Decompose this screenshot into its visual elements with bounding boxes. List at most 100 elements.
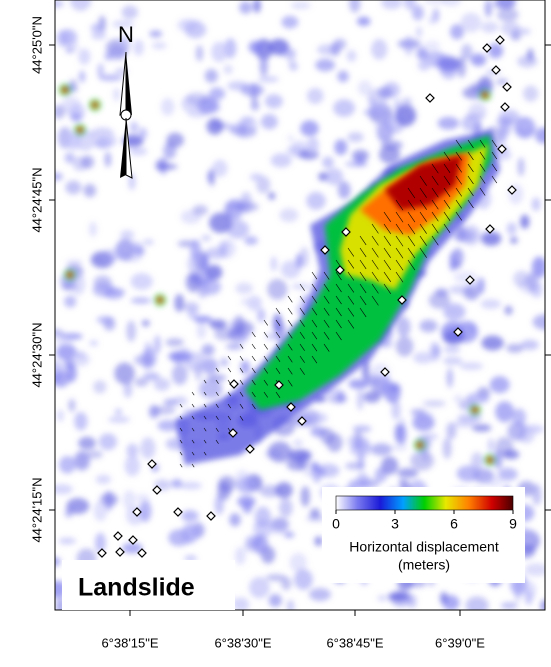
- noise-blob: [507, 222, 517, 235]
- noise-blob: [209, 87, 225, 100]
- noise-blob: [485, 0, 492, 17]
- noise-blob: [279, 498, 293, 517]
- noise-blob: [139, 500, 151, 522]
- noise-blob: [207, 374, 226, 381]
- noise-blob: [423, 41, 440, 51]
- noise-blob: [279, 208, 298, 222]
- noise-blob: [66, 363, 77, 382]
- noise-blob: [471, 452, 483, 471]
- noise-blob: [129, 147, 147, 155]
- colorbar-tick-label: 9: [509, 516, 517, 532]
- noise-blob: [201, 235, 211, 241]
- noise-blob: [152, 42, 167, 49]
- noise-blob: [269, 594, 282, 607]
- noise-blob: [460, 13, 481, 33]
- noise-blob: [310, 508, 320, 518]
- noise-blob: [396, 336, 414, 356]
- noise-blob: [501, 119, 512, 135]
- noise-blob: [357, 17, 371, 26]
- noise-blob: [268, 192, 275, 200]
- noise-blob: [64, 295, 76, 307]
- noise-blob: [462, 225, 481, 245]
- noise-blob: [260, 55, 268, 76]
- noise-blob: [241, 298, 249, 305]
- noise-blob: [120, 230, 134, 240]
- noise-blob: [379, 146, 400, 164]
- noise-blob: [481, 232, 501, 246]
- noise-blob: [57, 409, 63, 422]
- noise-blob: [103, 318, 115, 331]
- noise-blob: [181, 511, 199, 520]
- noise-blob: [89, 222, 97, 237]
- noise-blob: [166, 133, 183, 148]
- colorbar-tick-label: 3: [391, 516, 399, 532]
- noise-blob: [284, 531, 294, 538]
- noise-blob: [153, 406, 175, 415]
- noise-blob: [391, 444, 408, 452]
- noise-blob: [66, 260, 83, 266]
- noise-blob: [410, 409, 426, 415]
- noise-blob: [91, 24, 103, 33]
- noise-hotspot: [487, 457, 493, 463]
- noise-blob: [518, 122, 534, 128]
- noise-blob: [418, 59, 430, 71]
- noise-blob: [412, 5, 424, 20]
- noise-blob: [495, 401, 514, 422]
- noise-blob: [307, 137, 319, 154]
- noise-blob: [471, 54, 487, 67]
- noise-blob: [179, 482, 202, 490]
- noise-blob: [513, 270, 530, 287]
- noise-blob: [397, 317, 411, 337]
- noise-blob: [501, 21, 520, 35]
- noise-blob: [49, 172, 63, 180]
- noise-blob: [338, 181, 351, 199]
- noise-blob: [251, 101, 260, 111]
- noise-blob: [181, 524, 198, 543]
- noise-blob: [87, 450, 103, 458]
- noise-blob: [206, 265, 222, 280]
- noise-blob: [453, 395, 463, 403]
- noise-blob: [247, 296, 262, 311]
- noise-blob: [446, 370, 453, 386]
- noise-blob: [287, 458, 306, 471]
- noise-blob: [113, 88, 120, 102]
- noise-blob: [345, 161, 368, 167]
- noise-blob: [443, 357, 463, 365]
- noise-blob: [532, 198, 541, 212]
- noise-blob: [224, 65, 233, 75]
- noise-blob: [65, 181, 81, 195]
- noise-blob: [249, 41, 264, 54]
- noise-blob: [287, 135, 294, 142]
- noise-blob: [347, 50, 357, 62]
- noise-blob: [535, 127, 551, 143]
- noise-hotspot: [67, 272, 73, 278]
- noise-blob: [517, 55, 537, 67]
- noise-blob: [465, 596, 488, 614]
- noise-blob: [497, 8, 518, 22]
- lon-label: 6°38'45"E: [326, 635, 383, 650]
- noise-blob: [190, 239, 201, 260]
- colorbar: Horizontal displacement (meters) 0369: [322, 487, 525, 583]
- noise-blob: [199, 379, 223, 398]
- noise-blob: [391, 400, 400, 420]
- noise-hotspot: [157, 297, 163, 303]
- noise-blob: [149, 30, 162, 37]
- noise-blob: [234, 125, 257, 137]
- noise-blob: [99, 433, 117, 450]
- noise-blob: [510, 237, 518, 244]
- noise-blob: [133, 39, 144, 55]
- noise-blob: [239, 1, 252, 14]
- noise-blob: [270, 256, 277, 271]
- noise-hotspot: [417, 442, 423, 448]
- noise-blob: [211, 42, 227, 62]
- noise-blob: [105, 152, 112, 167]
- noise-blob: [435, 288, 448, 297]
- noise-blob: [334, 139, 347, 155]
- noise-blob: [240, 192, 252, 214]
- noise-blob: [320, 428, 334, 444]
- noise-blob: [196, 45, 204, 61]
- noise-blob: [94, 500, 108, 521]
- noise-blob: [501, 602, 518, 609]
- noise-blob: [93, 380, 106, 393]
- noise-blob: [438, 117, 460, 130]
